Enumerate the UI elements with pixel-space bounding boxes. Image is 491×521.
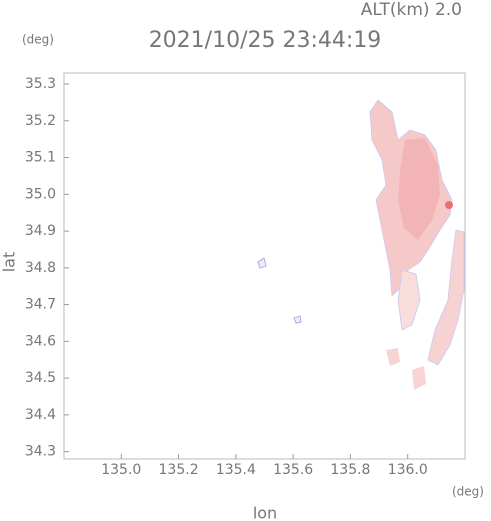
y-tick-label: 35.0 <box>25 186 56 202</box>
x-tick-label: 135.6 <box>273 462 313 478</box>
y-unit: (deg) <box>22 33 54 47</box>
x-tick-label: 136.0 <box>388 462 428 478</box>
y-tick-label: 35.2 <box>25 113 56 129</box>
y-tick-label: 34.8 <box>25 260 56 276</box>
x-unit: (deg) <box>452 485 484 499</box>
x-tick-label: 135.0 <box>101 462 141 478</box>
x-axis-label: lon <box>253 504 277 521</box>
y-axis-label: lat <box>0 252 19 273</box>
altitude-label: ALT(km) 2.0 <box>361 0 462 20</box>
y-tick-label: 34.9 <box>25 223 56 239</box>
plot-frame <box>63 72 466 460</box>
y-tick-label: 34.4 <box>25 407 56 423</box>
x-tick-label: 135.8 <box>330 462 370 478</box>
y-tick-label: 34.3 <box>25 444 56 460</box>
y-tick-label: 35.3 <box>25 76 56 92</box>
radar-echo <box>257 99 465 390</box>
x-tick-label: 135.2 <box>159 462 199 478</box>
y-tick-label: 34.6 <box>25 333 56 349</box>
x-tick-label: 135.4 <box>216 462 256 478</box>
y-tick-label: 34.7 <box>25 297 56 313</box>
chart-title: 2021/10/25 23:44:19 <box>149 28 382 53</box>
y-tick-label: 34.5 <box>25 370 56 386</box>
y-tick-label: 35.1 <box>25 150 56 166</box>
